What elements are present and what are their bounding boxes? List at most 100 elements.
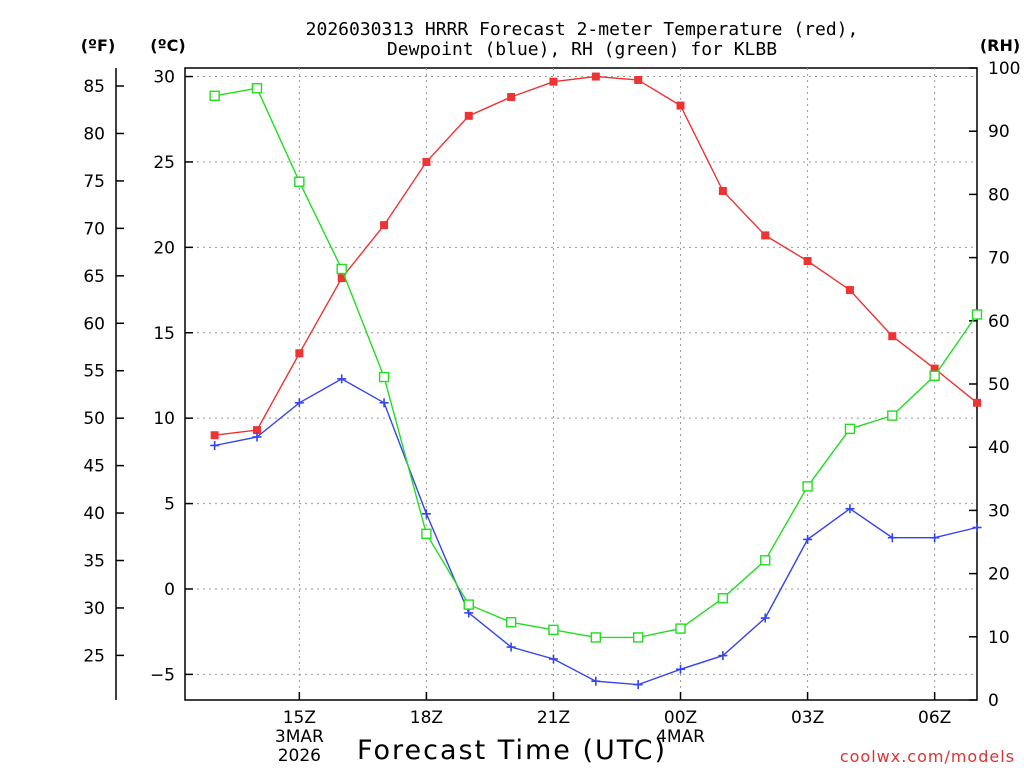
celsius-tick-label: 30 [153, 68, 175, 88]
fahrenheit-tick-label: 60 [83, 314, 105, 334]
data-point [887, 410, 898, 421]
series-line [214, 87, 978, 639]
fahrenheit-tick-label: 50 [83, 409, 105, 429]
data-point [844, 423, 856, 435]
data-point [463, 599, 474, 610]
plot-frame [184, 67, 978, 701]
data-point [887, 533, 897, 543]
chart-title-line-2: Dewpoint (blue), RH (green) for KLBB [387, 39, 777, 60]
data-point [378, 371, 390, 383]
data-point [930, 364, 939, 373]
data-point [972, 522, 982, 532]
data-point [718, 651, 728, 661]
data-point [888, 332, 897, 341]
data-point [717, 593, 729, 604]
data-point [761, 231, 770, 240]
time-tick-sublabel: 2026 [278, 746, 321, 766]
series-line [214, 75, 978, 436]
fahrenheit-tick-label: 45 [83, 457, 105, 477]
chart-title-line-1: 2026030313 HRRR Forecast 2-meter Tempera… [306, 19, 859, 40]
data-point [676, 101, 685, 110]
celsius-tick-label: 0 [164, 580, 175, 600]
data-point [760, 555, 771, 566]
data-point [971, 309, 983, 320]
celsius-tick-label: −5 [150, 665, 175, 685]
data-point [676, 664, 686, 674]
rh-tick-label: 30 [988, 501, 1010, 521]
celsius-tick-label: 20 [153, 238, 175, 258]
data-series [209, 72, 983, 690]
fahrenheit-tick-label: 75 [83, 172, 105, 192]
fahrenheit-axis-ticks: 25 30 35 40 45 50 55 60 65 70 75 80 85 [83, 77, 124, 666]
data-point [210, 440, 220, 450]
data-point [251, 83, 263, 94]
rh-tick-label: 50 [988, 375, 1010, 395]
data-point [421, 528, 432, 539]
data-point [295, 349, 304, 358]
time-tick-label: 00Z [664, 708, 697, 728]
data-point [505, 617, 517, 628]
data-point [422, 157, 431, 166]
data-point [591, 72, 600, 81]
time-tick-label: 21Z [537, 708, 570, 728]
chart-title: 2026030313 HRRR Forecast 2-meter Tempera… [306, 19, 859, 60]
data-point [337, 274, 346, 283]
x-axis-label: Forecast Time (UTC) [357, 735, 667, 766]
rh-tick-label: 10 [988, 628, 1010, 648]
rh-tick-label: 60 [988, 312, 1010, 332]
data-point [379, 398, 389, 408]
rh-tick-label: 40 [988, 438, 1010, 458]
data-point [718, 186, 727, 195]
data-point [802, 481, 813, 492]
fahrenheit-tick-label: 70 [83, 219, 105, 239]
rh-tick-label: 100 [988, 59, 1020, 79]
rh-tick-label: 90 [988, 122, 1010, 142]
celsius-tick-label: 25 [153, 153, 175, 173]
data-point [930, 533, 940, 543]
data-point [464, 608, 474, 618]
fahrenheit-tick-label: 40 [83, 504, 105, 524]
fahrenheit-tick-label: 85 [83, 77, 105, 97]
data-point [464, 111, 473, 120]
data-point [845, 504, 855, 514]
data-point [760, 613, 770, 623]
rh-tick-label: 20 [988, 565, 1010, 585]
data-point [633, 680, 643, 690]
fahrenheit-tick-label: 35 [83, 552, 105, 572]
rh-tick-label: 70 [988, 249, 1010, 269]
data-point [209, 90, 220, 102]
time-tick-label: 03Z [791, 708, 824, 728]
data-point [591, 676, 601, 686]
watermark: coolwx.com/models [840, 747, 1015, 766]
rh-axis-ticks: 0 10 20 30 40 50 60 70 80 90 100 [969, 59, 1020, 711]
data-point [507, 93, 516, 102]
data-point [548, 624, 559, 636]
data-point [380, 221, 389, 230]
data-point [337, 374, 347, 384]
data-point [845, 286, 854, 295]
data-point [803, 534, 813, 544]
data-point [294, 398, 304, 408]
rh-unit-label: (RH) [980, 36, 1020, 55]
time-tick-label: 18Z [410, 708, 443, 728]
data-point [929, 370, 940, 381]
data-point [548, 654, 558, 664]
time-tick-label: 06Z [918, 708, 951, 728]
fahrenheit-tick-label: 25 [83, 646, 105, 666]
data-point [253, 426, 261, 435]
fahrenheit-tick-label: 65 [83, 267, 105, 287]
data-point [590, 632, 602, 643]
data-point [632, 632, 644, 643]
fahrenheit-tick-label: 30 [83, 599, 105, 619]
data-point [506, 642, 516, 652]
data-point [549, 77, 558, 86]
time-tick-sublabel: 4MAR [656, 727, 705, 747]
data-point [294, 176, 305, 187]
data-point [634, 75, 643, 84]
celsius-tick-label: 15 [153, 324, 175, 344]
celsius-axis-ticks: −5 0 5 10 15 20 25 30 [150, 68, 193, 685]
celsius-tick-label: 10 [153, 409, 175, 429]
fahrenheit-unit-label: (ºF) [81, 36, 116, 55]
